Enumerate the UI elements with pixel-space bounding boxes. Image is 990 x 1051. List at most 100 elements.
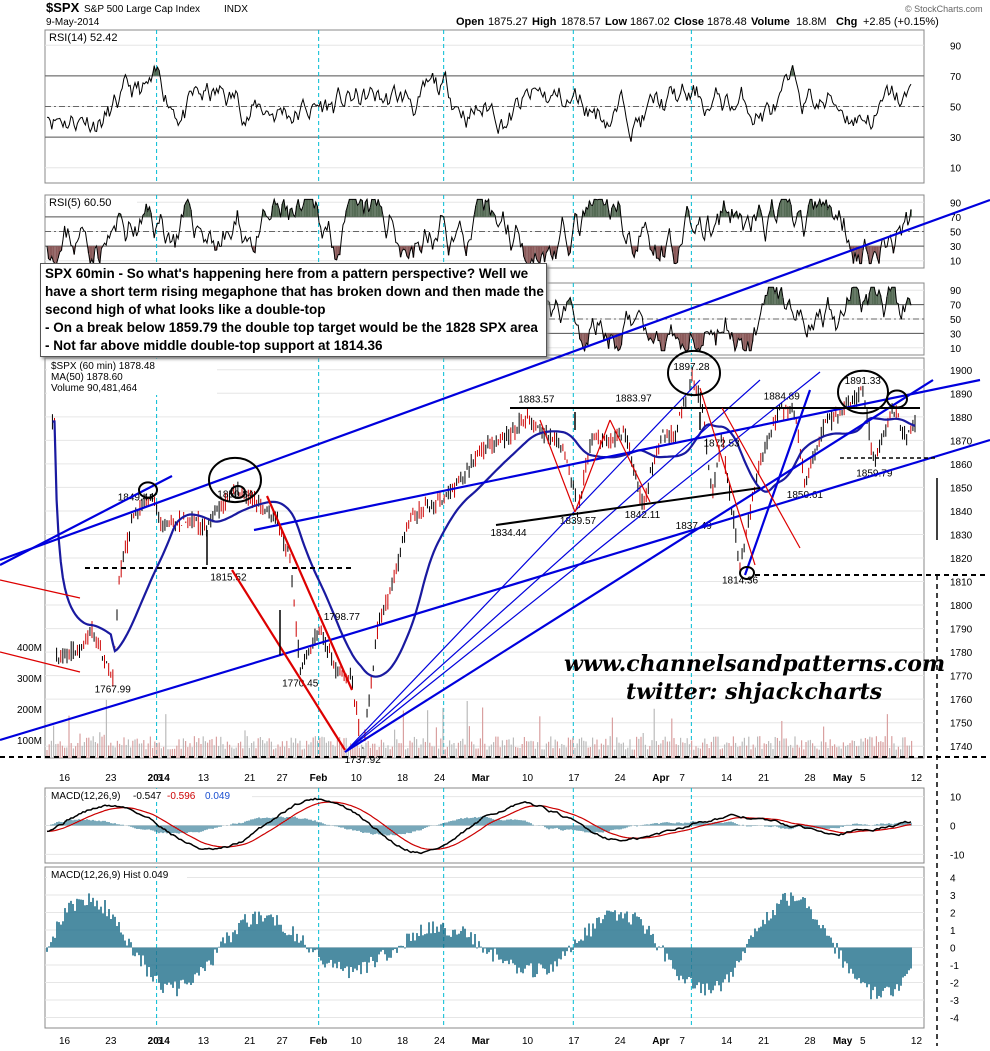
bottom-axis-label: 16 bbox=[59, 1036, 71, 1047]
y-tick-label: 10 bbox=[950, 793, 962, 804]
highlight-circle bbox=[739, 566, 755, 580]
rising-support bbox=[344, 379, 934, 753]
x-axis-label: 18 bbox=[397, 773, 409, 784]
highlight-circle bbox=[886, 389, 908, 409]
y-tick-label: 1900 bbox=[950, 366, 973, 377]
y-tick-label: 10 bbox=[950, 257, 962, 268]
price-annotation: 1834.44 bbox=[490, 528, 527, 539]
price-annotation: 1798.77 bbox=[324, 612, 361, 623]
y-tick-label: 90 bbox=[950, 41, 962, 52]
y-tick-label: 1800 bbox=[950, 601, 973, 612]
header-high-label: High bbox=[532, 16, 557, 28]
price-annotation: 1883.97 bbox=[615, 393, 652, 404]
volume-tick-label: 200M bbox=[17, 705, 42, 716]
macd-title: MACD(12,26,9) bbox=[51, 791, 120, 802]
price-annotation: 1883.57 bbox=[518, 394, 555, 405]
y-tick-label: 50 bbox=[950, 103, 962, 114]
price-annotation: 1850.84 bbox=[217, 489, 254, 500]
price-annotation: 1897.28 bbox=[673, 362, 710, 373]
x-axis-label: 10 bbox=[522, 773, 534, 784]
rsi14-line bbox=[46, 64, 912, 142]
y-tick-label: 0 bbox=[950, 944, 956, 955]
double-top-neckline bbox=[495, 487, 761, 526]
macd-line bbox=[46, 797, 912, 855]
y-tick-label: 90 bbox=[950, 286, 962, 297]
header-close: 1878.48 bbox=[707, 16, 747, 28]
bottom-axis-label: 17 bbox=[568, 1036, 580, 1047]
price-annotation: 1842.11 bbox=[625, 510, 661, 521]
pattern-red-early-2 bbox=[0, 651, 81, 673]
watermark-site: www.channelsandpatterns.com bbox=[564, 651, 946, 677]
highlight-circle bbox=[230, 485, 246, 499]
y-tick-label: -3 bbox=[950, 996, 959, 1007]
bottom-axis-label: 18 bbox=[397, 1036, 409, 1047]
price-annotation: 1872.53 bbox=[703, 438, 740, 449]
bottom-axis-label: 10 bbox=[351, 1036, 363, 1047]
bottom-axis-label: Mar bbox=[472, 1036, 490, 1047]
megaphone-short bbox=[743, 389, 812, 576]
header-volume: 18.8M bbox=[796, 16, 827, 28]
header-symbol: $SPX bbox=[46, 0, 80, 15]
bottom-axis-label: 6 bbox=[156, 1036, 162, 1047]
x-axis-label: 7 bbox=[679, 773, 685, 784]
bottom-axis-label: 24 bbox=[615, 1036, 627, 1047]
bottom-axis-label: 24 bbox=[434, 1036, 446, 1047]
price-annotation: 1770.45 bbox=[282, 679, 319, 690]
x-axis-label: 6 bbox=[156, 773, 162, 784]
y-tick-label: 10 bbox=[950, 344, 962, 355]
watermark-twitter: twitter: shjackcharts bbox=[626, 679, 883, 705]
volume-tick-label: 400M bbox=[17, 643, 42, 654]
bottom-axis-label: Feb bbox=[310, 1036, 328, 1047]
y-tick-label: 1840 bbox=[950, 507, 973, 518]
y-tick-label: 4 bbox=[950, 874, 956, 885]
x-axis-label: 24 bbox=[615, 773, 627, 784]
x-axis-label: 17 bbox=[568, 773, 580, 784]
pattern-red-mar bbox=[539, 419, 576, 513]
x-axis-label: 23 bbox=[105, 773, 117, 784]
header-name: S&P 500 Large Cap Index bbox=[84, 4, 200, 15]
fan-line-2 bbox=[344, 379, 701, 753]
highlight-circle bbox=[837, 369, 889, 415]
bottom-axis-label: 7 bbox=[679, 1036, 685, 1047]
volume-tick-label: 300M bbox=[17, 674, 42, 685]
fan-line-1 bbox=[344, 371, 821, 753]
y-tick-label: 70 bbox=[950, 301, 962, 312]
x-axis-label: 28 bbox=[804, 773, 816, 784]
bottom-axis-label: 21 bbox=[244, 1036, 256, 1047]
y-tick-label: 30 bbox=[950, 329, 962, 340]
megaphone-upper bbox=[0, 198, 990, 562]
header-exchange: INDX bbox=[224, 4, 248, 15]
note-line-2: have a short term rising megaphone that … bbox=[45, 284, 544, 299]
note-line-4: - On a break below 1859.79 the double to… bbox=[45, 320, 538, 335]
pattern-red-early bbox=[0, 579, 81, 599]
y-tick-label: 30 bbox=[950, 242, 962, 253]
x-axis-label: Mar bbox=[472, 773, 490, 784]
header-open: 1875.27 bbox=[488, 16, 528, 28]
x-axis-label: 21 bbox=[758, 773, 770, 784]
y-tick-label: 1890 bbox=[950, 389, 973, 400]
x-axis-label: 13 bbox=[198, 773, 210, 784]
y-tick-label: 70 bbox=[950, 72, 962, 83]
y-tick-label: 30 bbox=[950, 133, 962, 144]
y-tick-label: 0 bbox=[950, 822, 956, 833]
megaphone-lower bbox=[0, 438, 990, 742]
price-annotation: 1737.92 bbox=[345, 755, 382, 766]
hist-title-bg bbox=[47, 868, 187, 881]
macd-value-2: -0.596 bbox=[167, 791, 196, 802]
x-axis-label: Apr bbox=[652, 773, 669, 784]
x-axis-label: May bbox=[833, 773, 853, 784]
y-tick-label: 1780 bbox=[950, 648, 973, 659]
y-tick-label: 50 bbox=[950, 315, 962, 326]
rsi5-title: RSI(5) 60.50 bbox=[49, 197, 111, 209]
macd-hist-title: MACD(12,26,9) Hist 0.049 bbox=[51, 870, 169, 881]
y-tick-label: 1820 bbox=[950, 554, 973, 565]
header-close-label: Close bbox=[674, 16, 704, 28]
x-axis-label: 12 bbox=[911, 773, 923, 784]
y-tick-label: 1760 bbox=[950, 695, 973, 706]
y-tick-label: 90 bbox=[950, 198, 962, 209]
header-chg: +2.85 (+0.15%) bbox=[863, 16, 939, 28]
y-tick-label: 2 bbox=[950, 909, 956, 920]
panel-title-bg bbox=[47, 31, 137, 44]
x-axis-label: 10 bbox=[351, 773, 363, 784]
